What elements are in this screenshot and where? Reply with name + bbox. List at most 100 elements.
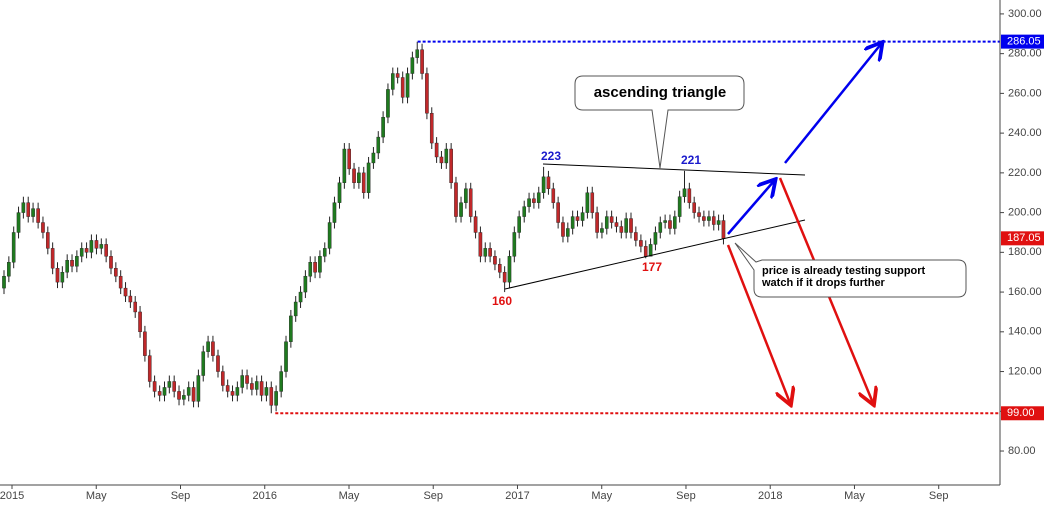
price-box [1001,231,1044,246]
candle-body [133,301,138,313]
candle-body [259,381,264,396]
candle-body [60,272,65,283]
candle-body [619,226,624,233]
candle-body [75,256,79,267]
callout-text: ascending triangle [594,84,727,101]
candle-body [478,232,483,257]
candle-body [687,188,692,203]
candle-body [109,256,113,269]
candle-body [410,57,415,74]
candle-body [468,188,473,217]
candle-body [177,391,181,400]
plot-area [2,40,1000,415]
candle-body [390,73,395,90]
y-tick-label: 80.00 [1008,445,1036,457]
candle-body [162,387,167,396]
candle-body [123,287,128,297]
price-box-label: 286.05 [1007,36,1041,48]
candle-body [546,176,551,189]
candle-body [536,192,541,203]
candle-body [697,212,701,217]
candle-body [84,248,89,253]
candle-body [352,168,356,183]
x-tick-label: 2016 [253,490,277,502]
price-box [1001,406,1044,421]
candle-body [381,117,385,138]
candle-body [420,49,424,74]
axis-labels: 80.00100.00120.00140.00160.00180.00200.0… [0,8,1044,502]
candle-body [721,220,726,239]
candle-body [668,220,672,229]
price-box-label: 99.00 [1007,407,1035,419]
candle-body [216,355,220,372]
candle-body [716,220,721,225]
candle-body [342,148,347,183]
candle-body [186,387,191,396]
candle-body [444,148,449,164]
y-tick-label: 160.00 [1008,286,1042,298]
x-tick-label: 2015 [0,490,24,502]
candle-body [629,218,633,233]
candle-body [337,182,342,203]
candle-body [79,248,84,257]
x-tick-label: 2018 [758,490,782,502]
candle-body [682,188,687,197]
candle-body [532,198,536,203]
candle-body [235,387,240,396]
candle-body [128,295,133,303]
candle-body [653,232,658,245]
x-tick-label: Sep [423,490,443,502]
candle-body [240,375,245,388]
candle-body [395,73,400,78]
candle-body [31,208,35,217]
candle-body [250,383,254,390]
candle-body [643,246,648,257]
callout-text: price is already testing support [762,265,926,277]
arrows [726,44,881,403]
price-label: 223 [541,149,561,163]
candle-body [318,256,322,273]
candle-body [89,240,94,253]
candle-body [590,192,595,213]
candle-body [11,232,16,263]
candle-body [143,331,147,356]
candle-body [167,381,172,388]
candle-body [527,198,531,207]
candle-body [303,275,308,293]
candle-body [459,202,463,217]
trend-lines [504,163,806,290]
candle-body [99,244,104,249]
candle-body [556,202,560,223]
candle-body [634,232,638,241]
candle-body [711,216,716,225]
candle-body [483,248,488,257]
candle-body [26,202,31,217]
candle-body [400,77,405,98]
candle-body [502,272,507,283]
candle-body [386,89,390,118]
resistance-line [542,163,806,176]
x-tick-label: May [844,490,865,502]
candle-body [434,142,439,158]
candle-body [284,341,288,372]
price-label: 177 [642,260,662,274]
candle-body [201,351,206,376]
candle-body [264,387,269,396]
candle-body [575,216,580,221]
candle-body [347,148,351,170]
candle-body [274,391,278,406]
candle-body [677,196,682,217]
x-tick-label: Sep [171,490,191,502]
candle-body [517,216,521,233]
candle-body [293,301,298,317]
candle-body [614,222,619,227]
candle-body [114,268,118,277]
candle-body [94,240,99,249]
candle-body [21,202,26,213]
x-tick-label: May [339,490,360,502]
candle-body [425,73,429,114]
candle-body [454,182,458,217]
y-tick-label: 120.00 [1008,365,1042,377]
